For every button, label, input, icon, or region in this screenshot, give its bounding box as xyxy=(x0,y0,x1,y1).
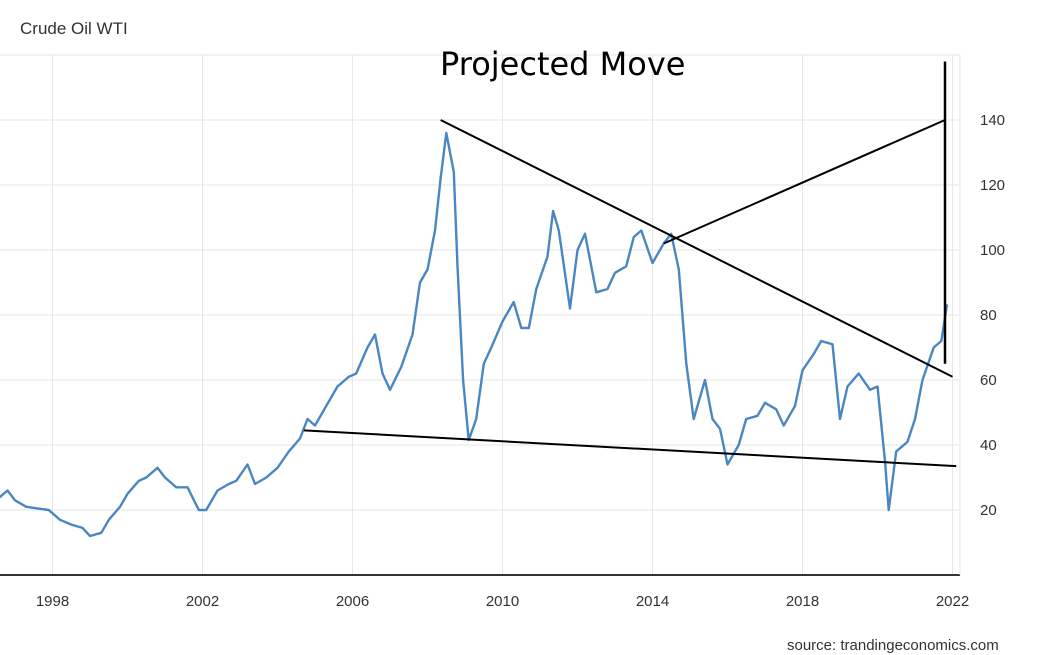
chart-title: Crude Oil WTI xyxy=(20,19,128,38)
y-axis: 20 40 60 80 100 120 140 xyxy=(959,55,1005,575)
x-axis: 1998 2002 2006 2010 2014 2018 2022 xyxy=(0,574,969,610)
x-tick-label-2022: 2022 xyxy=(936,593,969,610)
y-tick-label-40: 40 xyxy=(980,437,997,454)
y-tick-label-120: 120 xyxy=(980,177,1005,194)
series-group xyxy=(0,131,949,538)
source-label: source: trandingeconomics.com xyxy=(787,637,999,654)
x-tick-label-2014: 2014 xyxy=(636,593,669,610)
series-line-crude-oil xyxy=(0,131,949,538)
x-tick-label-2010: 2010 xyxy=(486,593,519,610)
y-tick-label-80: 80 xyxy=(980,307,997,324)
x-tick-label-2006: 2006 xyxy=(336,593,369,610)
annotation-group xyxy=(303,61,957,468)
y-tick-label-60: 60 xyxy=(980,372,997,389)
annotation-support-trendline xyxy=(303,429,957,468)
y-tick-label-100: 100 xyxy=(980,242,1005,259)
x-tick-label-2002: 2002 xyxy=(186,593,219,610)
annotation-projected-move-pointer xyxy=(663,119,946,245)
x-tick-label-1998: 1998 xyxy=(36,593,69,610)
y-tick-label-140: 140 xyxy=(980,112,1005,129)
y-tick-label-20: 20 xyxy=(980,502,997,519)
gridlines xyxy=(0,54,960,575)
annotation-projected-move: Projected Move xyxy=(440,45,685,83)
annotation-resistance-trendline xyxy=(440,119,953,378)
x-tick-label-2018: 2018 xyxy=(786,593,819,610)
